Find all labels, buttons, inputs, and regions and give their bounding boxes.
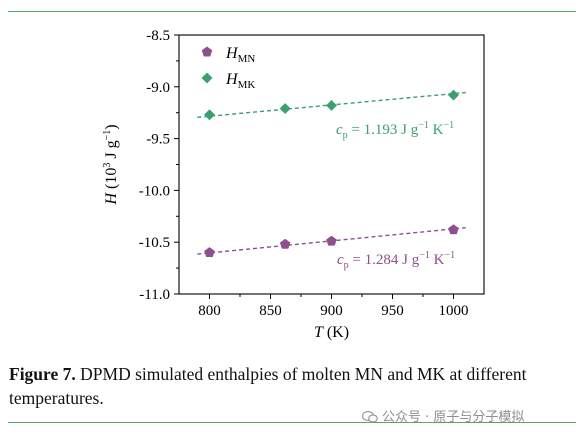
legend-label-mk: HMK bbox=[225, 71, 255, 91]
y-tick-label: -11.0 bbox=[139, 287, 170, 303]
fit-label-mk: cp = 1.193 J g−1 K−1 bbox=[336, 120, 454, 141]
point-mk bbox=[279, 103, 291, 115]
x-tick-label: 1000 bbox=[439, 303, 469, 319]
x-axis-label: T (K) bbox=[314, 324, 349, 341]
data-points bbox=[203, 89, 460, 258]
y-tick-label: -9.5 bbox=[146, 132, 170, 148]
x-tick-label: 800 bbox=[198, 303, 221, 319]
point-mk bbox=[447, 89, 460, 101]
enthalpy-chart: 800 850 900 950 1000 -8.5 -9.0 -9.5 -10.0 -10.5 -1… bbox=[102, 28, 485, 341]
watermark-text: 公众号 · 原子与分子模拟 bbox=[382, 410, 525, 425]
legend-marker-mn bbox=[201, 46, 213, 57]
x-tick-label: 850 bbox=[259, 303, 282, 319]
fit-labels: cp = 1.284 J g−1 K−1 cp = 1.193 J g−1 K−1 bbox=[336, 120, 455, 271]
y-tick-label: -8.5 bbox=[146, 28, 170, 44]
legend-marker-mk bbox=[201, 72, 213, 84]
fit-label-mn: cp = 1.284 J g−1 K−1 bbox=[337, 250, 455, 271]
chart-axes: 800 850 900 950 1000 -8.5 -9.0 -9.5 -10.0 -10.5 -1… bbox=[102, 28, 485, 341]
point-mn bbox=[448, 224, 459, 235]
legend-label-mn: HMN bbox=[225, 45, 255, 65]
x-tick-label: 900 bbox=[320, 303, 343, 319]
caption-label: Figure 7. bbox=[9, 364, 76, 384]
y-tick-label: -9.0 bbox=[146, 80, 170, 96]
point-mk bbox=[325, 99, 338, 112]
bottom-rule bbox=[8, 422, 576, 423]
chart-legend: HMN HMK bbox=[201, 45, 255, 91]
caption-text: DPMD simulated enthalpies of molten MN a… bbox=[9, 364, 527, 408]
point-mn bbox=[204, 247, 215, 258]
fit-lines bbox=[197, 91, 466, 255]
point-mn bbox=[279, 238, 291, 249]
y-axis-label: H (103 J g−1) bbox=[102, 124, 120, 205]
figure-caption: Figure 7. DPMD simulated enthalpies of m… bbox=[9, 362, 579, 410]
y-tick-label: -10.0 bbox=[139, 183, 170, 199]
point-mn bbox=[326, 235, 337, 246]
point-mk bbox=[203, 109, 216, 121]
y-tick-label: -10.5 bbox=[139, 235, 170, 251]
top-rule bbox=[8, 11, 576, 12]
x-tick-label: 950 bbox=[381, 303, 404, 319]
